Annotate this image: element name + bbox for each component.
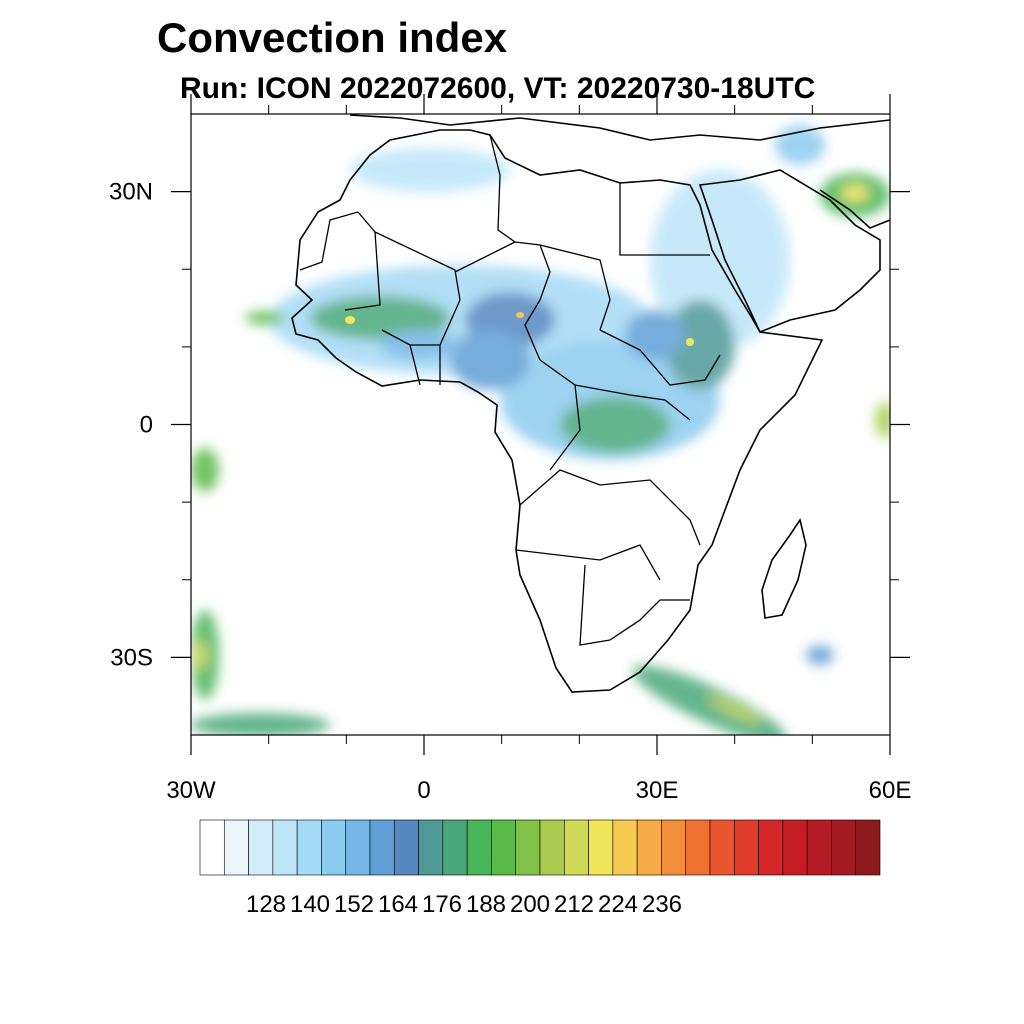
field-ethiopia-core [665,300,735,390]
coastlines-and-borders [291,114,890,693]
colorbar-swatch [733,819,759,876]
colorbar-swatch [539,819,565,876]
field-cape-verde [245,311,285,325]
spot-nigeria [516,312,524,318]
field-sudan-core [625,310,685,360]
colorbar-label: 128 [246,891,286,918]
axes: 30W 0 30E 60E 30N 0 30S [109,94,911,804]
colorbar-swatch [636,819,662,876]
colorbar-swatch [563,819,589,876]
field-atlantic-equator [191,448,219,492]
colorbar-swatch [806,819,832,876]
x-tick-label: 30W [166,777,216,804]
colorbar-swatch [855,819,881,876]
field-congo-core [560,397,670,453]
field-south-africa-core [707,695,763,725]
colorbar-swatch [466,819,492,876]
chart-subtitle: Run: ICON 2022072600, VT: 20220730-18UTC [180,72,816,105]
colorbar-label: 200 [510,891,550,918]
field-sahel-band [270,265,650,375]
madagascar [761,518,807,619]
colorbar-label: 212 [554,891,594,918]
spot-ethiopia [686,338,694,346]
colorbar-swatch [199,819,225,876]
colorbar-swatch [442,819,468,876]
colorbar-swatch [588,819,614,876]
persian-gulf-coast [819,189,890,229]
colorbar-swatch [782,819,808,876]
x-tick-label: 30E [636,777,679,804]
field-atlantic-sw-core [194,640,206,670]
colorbar-swatch [418,819,444,876]
colorbar-swatch [345,819,371,876]
colorbar-swatch [223,819,249,876]
colorbar-swatch [248,819,274,876]
field-indian-ocean [875,402,890,438]
chart-title: Convection index [157,14,508,61]
y-tick-label: 0 [140,412,153,439]
border-lines [299,134,721,646]
colorbar-label: 140 [290,891,330,918]
colorbar-label: 188 [466,891,506,918]
colorbar-swatch [661,819,687,876]
colorbar-swatch [709,819,735,876]
colorbar-swatch [612,819,638,876]
colorbar-swatch [321,819,347,876]
africa-coastline [291,129,824,693]
field-persian-gulf-core [841,185,869,201]
field-south-africa-band [632,665,788,735]
colorbar-swatch [515,819,541,876]
colorbar-swatch [491,819,517,876]
colorbar-swatch [685,819,711,876]
colorbar-label: 164 [378,891,418,918]
field-red-sea-north [775,125,825,165]
x-tick-label: 60E [869,777,912,804]
x-tick-label: 0 [417,777,430,804]
colorbar-label: 236 [642,891,682,918]
arabian-peninsula [698,169,881,334]
colorbar-swatch [296,819,322,876]
colorbar-swatch [393,819,419,876]
colorbar-label: 152 [334,891,374,918]
colorbar-swatch [831,819,857,876]
colorbar: 128 140 152 164 176 188 200 212 224 236 [199,819,881,918]
colorbar-swatch [758,819,784,876]
colorbar-label: 224 [598,891,638,918]
field-madagascar-east [806,645,834,665]
field-west-sahel-core [310,296,450,340]
colorbar-swatch [272,819,298,876]
convection-field [191,125,890,735]
y-tick-label: 30N [109,179,153,206]
y-tick-label: 30S [110,644,153,671]
field-atlantic-south [191,713,330,735]
spot-west-sahel [345,316,355,324]
field-sahara-north [350,148,510,192]
colorbar-label: 176 [422,891,462,918]
mediterranean-north [349,114,890,141]
field-chad-core [450,330,530,390]
colorbar-swatch [369,819,395,876]
